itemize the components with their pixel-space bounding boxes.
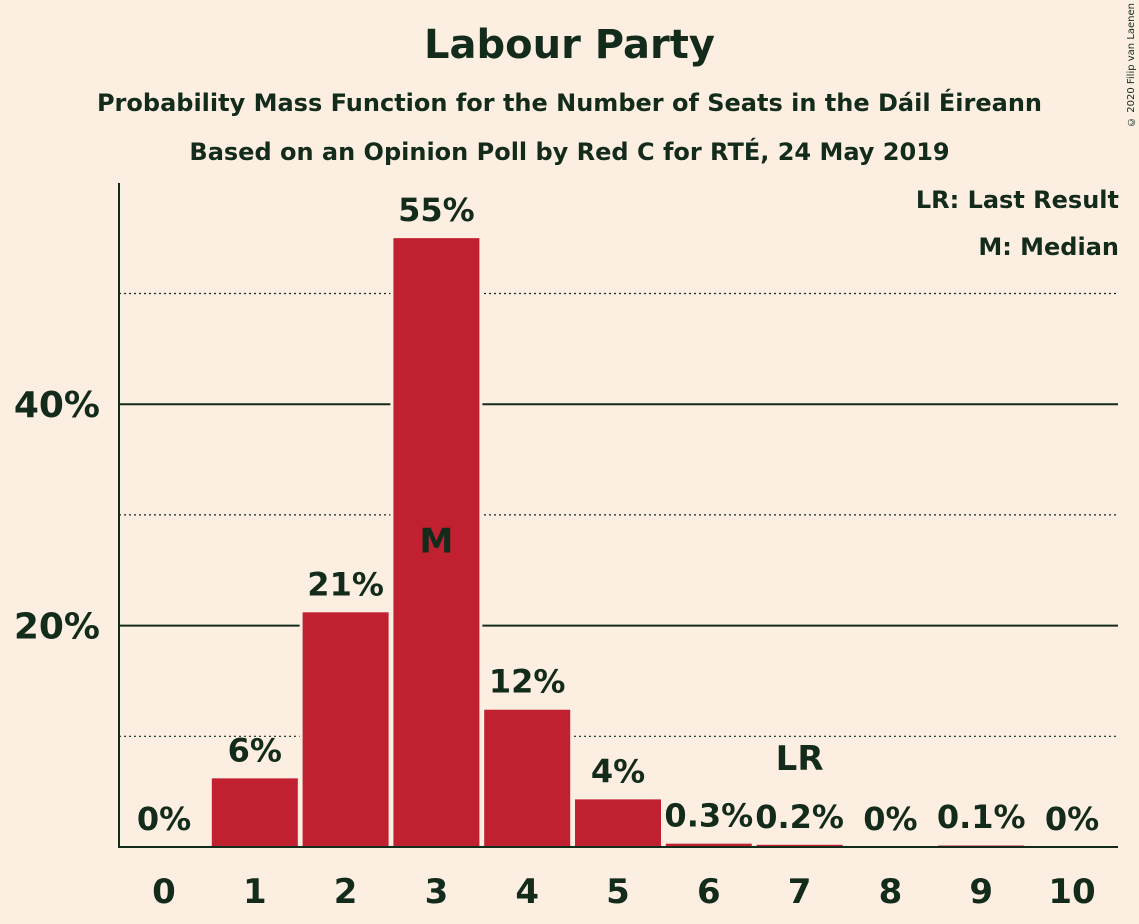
- chart-subtitle: Probability Mass Function for the Number…: [96, 89, 1043, 117]
- bar: [302, 612, 389, 847]
- x-tick-label: 7: [788, 872, 812, 912]
- data-label: 0%: [863, 800, 917, 838]
- x-tick-label: 0: [152, 872, 176, 912]
- bar: [484, 709, 571, 847]
- bar: [393, 238, 480, 847]
- x-tick-label: 10: [1048, 872, 1095, 912]
- bar: [756, 844, 843, 847]
- data-label: 0.1%: [937, 798, 1026, 836]
- bar: [211, 778, 298, 847]
- data-label: 55%: [398, 191, 475, 229]
- data-label: 4%: [591, 752, 645, 790]
- chart-title: Labour Party: [424, 22, 715, 68]
- x-tick-label: 5: [606, 872, 630, 912]
- x-tick-label: 4: [515, 872, 539, 912]
- bar: [575, 799, 661, 847]
- x-tick-label: 1: [243, 872, 267, 912]
- x-tick-label: 6: [697, 872, 721, 912]
- bar-outline: [935, 843, 1028, 847]
- x-tick-label: 9: [969, 872, 993, 912]
- data-label: 0.2%: [755, 798, 844, 836]
- y-tick-label: 40%: [14, 385, 100, 426]
- bar: [665, 843, 752, 847]
- data-label: 6%: [228, 731, 282, 769]
- legend-last-result: LR: Last Result: [915, 186, 1119, 214]
- data-label: 21%: [307, 565, 384, 603]
- chart-subtitle-poll: Based on an Opinion Poll by Red C for RT…: [189, 138, 950, 166]
- x-tick-label: 3: [425, 872, 449, 912]
- last-result-marker: LR: [776, 739, 824, 779]
- y-tick-label: 20%: [14, 607, 100, 648]
- x-tick-label: 8: [879, 872, 903, 912]
- x-tick-label: 2: [334, 872, 358, 912]
- data-label: 0%: [137, 800, 191, 838]
- data-label: 0.3%: [664, 797, 753, 835]
- median-marker: M: [419, 522, 453, 562]
- legend-median: M: Median: [978, 233, 1119, 261]
- data-label: 12%: [489, 663, 566, 701]
- data-label: 0%: [1045, 800, 1099, 838]
